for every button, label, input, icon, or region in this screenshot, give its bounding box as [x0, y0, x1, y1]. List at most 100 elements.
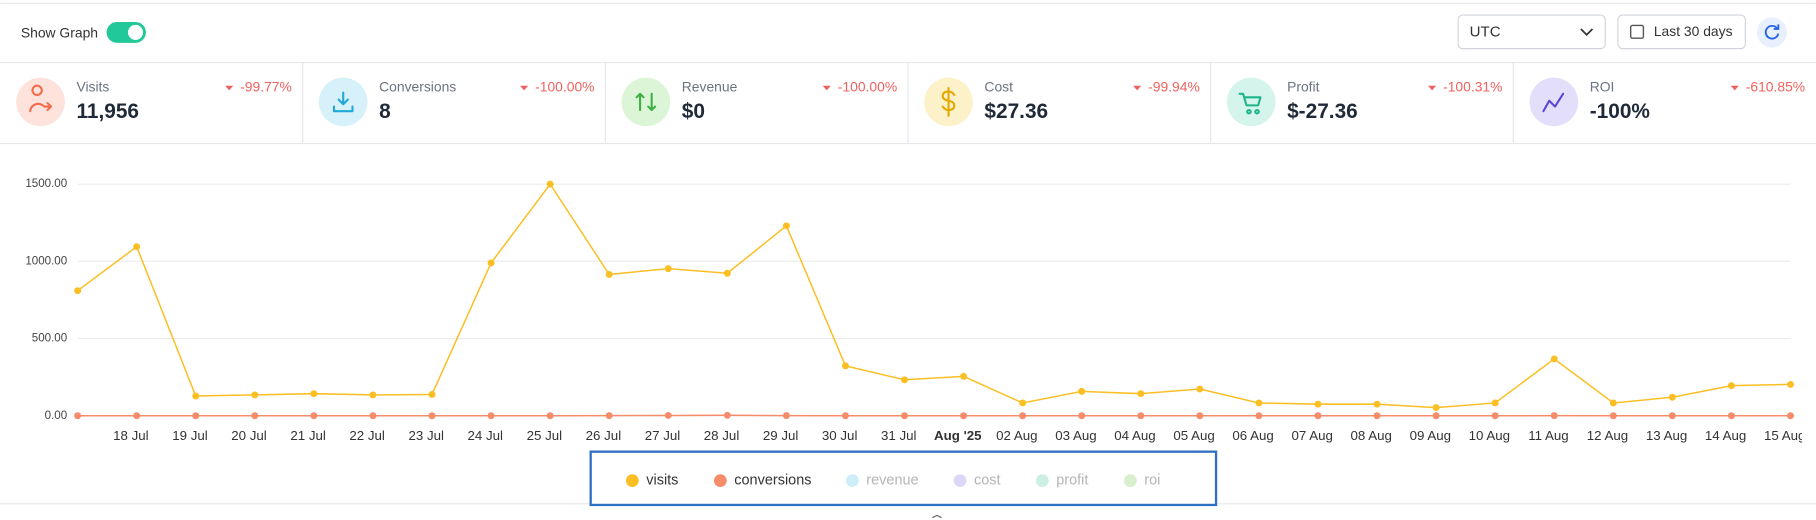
data-point	[1255, 412, 1263, 420]
data-point	[1550, 355, 1558, 363]
legend-item[interactable]: conversions	[714, 472, 811, 488]
toggle[interactable]	[106, 22, 146, 43]
x-tick-label: 15 Aug	[1764, 428, 1805, 443]
kpi-change-arrow	[1730, 85, 1739, 91]
x-tick-label: 28 Jul	[704, 428, 740, 443]
x-tick-label: 21 Jul	[290, 428, 326, 443]
kpi-icon	[1542, 92, 1565, 113]
kpi-icon	[635, 92, 657, 112]
x-tick-label: 08 Aug	[1351, 428, 1392, 443]
data-point	[546, 180, 554, 188]
data-point	[1373, 412, 1381, 420]
legend-item[interactable]: visits	[625, 472, 678, 488]
legend-item[interactable]: profit	[1035, 472, 1088, 488]
legend-item[interactable]: roi	[1123, 472, 1160, 488]
x-tick-label: 05 Aug	[1173, 428, 1214, 443]
data-point	[369, 412, 377, 420]
data-point	[1019, 412, 1027, 420]
data-point	[664, 265, 672, 273]
kpi-value: -100%	[1590, 100, 1650, 123]
data-point	[310, 390, 318, 398]
timezone-select[interactable]	[1457, 14, 1606, 50]
data-point	[1491, 399, 1499, 407]
data-point	[605, 412, 613, 420]
refresh-button[interactable]	[1756, 17, 1788, 48]
x-tick-label: 04 Aug	[1114, 428, 1155, 443]
kpi-value: $-27.36	[1287, 100, 1358, 123]
kpi-change: -610.85%	[1746, 79, 1805, 95]
kpi-value: $0	[682, 100, 705, 123]
x-tick-label: 23 Jul	[408, 428, 444, 443]
kpi-icon-bg	[16, 77, 65, 127]
kpi-icon-bg	[621, 77, 671, 127]
kpi-value: $27.36	[984, 100, 1048, 123]
data-point	[428, 412, 436, 420]
refresh-icon	[1764, 24, 1780, 40]
date-range-button[interactable]	[1617, 14, 1746, 50]
data-point	[1609, 399, 1617, 407]
date-range-value: Last 30 days	[1654, 23, 1733, 39]
legend-label: revenue	[866, 472, 918, 488]
data-point	[1432, 404, 1440, 412]
kpi-change: -99.77%	[240, 79, 292, 95]
data-point	[1078, 387, 1086, 395]
x-tick-label: 14 Aug	[1705, 428, 1746, 443]
x-tick-label: 12 Aug	[1587, 428, 1628, 443]
data-point	[310, 412, 318, 420]
kpi-label: Conversions	[379, 79, 456, 95]
x-tick-label: 24 Jul	[468, 428, 504, 443]
kpi-change: -99.94%	[1148, 79, 1200, 95]
legend-label: visits	[646, 472, 678, 488]
data-point	[133, 243, 141, 251]
data-point	[192, 412, 200, 420]
data-point	[782, 222, 790, 230]
x-tick-label: 30 Jul	[822, 428, 858, 443]
y-tick-label: 500.00	[32, 333, 67, 345]
kpi-change-arrow	[822, 85, 831, 91]
x-tick-label: 06 Aug	[1232, 428, 1273, 443]
data-point	[1314, 412, 1322, 420]
kpi-label: Cost	[984, 79, 1013, 95]
toggle-knob	[128, 24, 144, 40]
kpi-change-arrow	[1428, 85, 1437, 91]
data-point	[74, 412, 82, 420]
refresh-icon	[1773, 24, 1780, 30]
data-point	[1668, 393, 1676, 401]
data-point	[960, 372, 968, 380]
data-point	[1668, 412, 1676, 420]
data-point	[841, 362, 849, 370]
legend-item[interactable]: cost	[953, 472, 1001, 488]
data-point	[1196, 385, 1204, 393]
legend-swatch	[1035, 474, 1049, 487]
data-point	[1137, 390, 1145, 398]
kpi-value: 8	[379, 100, 391, 123]
kpi-label: Revenue	[682, 79, 738, 95]
data-point	[901, 412, 908, 420]
legend-label: cost	[974, 472, 1001, 488]
data-point	[1078, 412, 1086, 420]
data-point	[841, 412, 849, 420]
data-point	[1491, 412, 1499, 420]
x-tick-label: 18 Jul	[113, 428, 149, 443]
data-point	[1373, 400, 1381, 408]
kpi-icon	[332, 91, 354, 113]
data-point	[487, 412, 495, 420]
data-point	[1255, 399, 1263, 407]
data-point	[487, 259, 495, 267]
x-tick-label: 27 Jul	[645, 428, 681, 443]
data-point	[369, 391, 377, 399]
data-point	[664, 411, 672, 419]
data-point	[1196, 412, 1204, 420]
data-point	[723, 269, 731, 277]
data-point	[1019, 399, 1027, 407]
data-point	[251, 391, 259, 399]
kpi-icon	[1238, 92, 1262, 115]
kpi-label: ROI	[1590, 79, 1615, 95]
legend-item[interactable]: revenue	[846, 472, 919, 488]
data-point	[1550, 412, 1558, 420]
y-tick-label: 1000.00	[25, 255, 67, 267]
data-point	[1432, 412, 1440, 420]
x-tick-label: 09 Aug	[1410, 428, 1451, 443]
y-tick-label: 0.00	[45, 410, 68, 422]
